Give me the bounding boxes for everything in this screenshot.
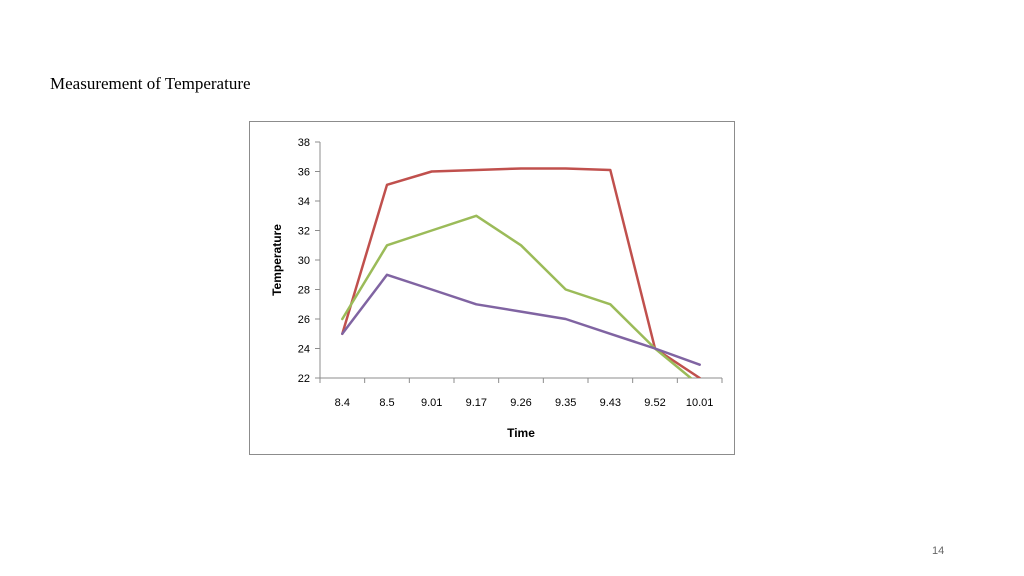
- page-number: 14: [932, 545, 945, 557]
- y-tick-label: 30: [298, 255, 310, 267]
- x-tick-label: 8.5: [379, 397, 394, 409]
- x-axis-ticks: 8.4 8.5 9.01 9.17 9.26 9.35 9.43 9.52 10.01: [319, 378, 723, 409]
- y-axis-ticks: 22 24 26 28 30 32 34 36 38: [298, 137, 320, 385]
- y-tick-label: 28: [298, 285, 310, 297]
- y-tick-label: 22: [298, 373, 310, 385]
- x-tick-label: 9.17: [466, 397, 487, 409]
- y-tick-label: 36: [298, 167, 310, 179]
- y-tick-label: 38: [298, 137, 310, 149]
- x-tick-label: 8.4: [335, 397, 350, 409]
- y-tick-label: 26: [298, 314, 310, 326]
- y-axis-title: Temperature: [270, 224, 284, 296]
- line-chart: 22 24 26 28 30 32 34 36 38 8.4 8.5 9.01 9.17 9.26 9.3…: [270, 137, 723, 440]
- y-tick-label: 24: [298, 344, 310, 356]
- x-tick-label: 10.01: [686, 397, 714, 409]
- slide-title: Measurement of Temperature: [50, 74, 251, 93]
- x-tick-label: 9.43: [600, 397, 621, 409]
- x-axis-title: Time: [507, 426, 535, 440]
- x-tick-label: 9.35: [555, 397, 576, 409]
- x-tick-label: 9.52: [644, 397, 665, 409]
- series-2-line: [341, 214, 693, 378]
- chart-frame: 22 24 26 28 30 32 34 36 38 8.4 8.5 9.01 9.17 9.26 9.3…: [249, 121, 735, 455]
- series-lines: [341, 167, 701, 378]
- series-1-line: [341, 167, 701, 378]
- y-tick-label: 32: [298, 226, 310, 238]
- x-tick-label: 9.01: [421, 397, 442, 409]
- y-tick-label: 34: [298, 196, 310, 208]
- x-tick-label: 9.26: [510, 397, 531, 409]
- series-3-line: [341, 273, 701, 366]
